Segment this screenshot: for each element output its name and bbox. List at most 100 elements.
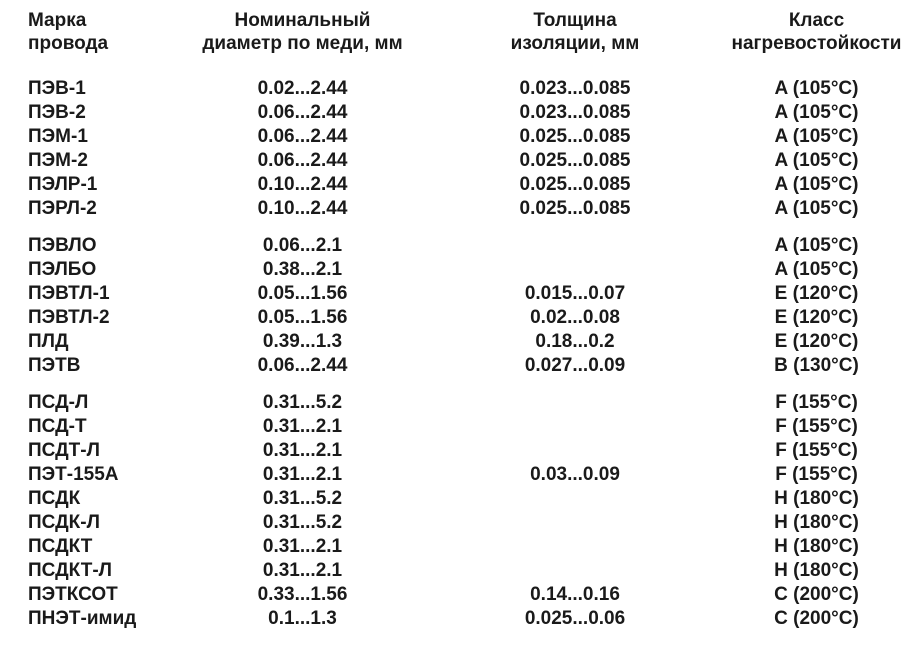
cell-nominal-diameter: 0.38...2.1 <box>262 259 343 280</box>
cell-nominal-diameter: 0.10...2.44 <box>257 174 348 195</box>
header-line: нагревостойкости <box>731 33 902 54</box>
cell-insulation-thickness: 0.027...0.09 <box>524 355 626 376</box>
header-line: диаметр по меди, мм <box>202 33 403 54</box>
header-line: Номинальный <box>234 10 371 31</box>
cell-nominal-diameter: 0.10...2.44 <box>257 198 348 219</box>
cell-wire-brand: ПЛД <box>28 331 69 352</box>
table-row: ПЭВЛО 0.06...2.1 A (105°C) <box>0 234 908 258</box>
cell-insulation-thickness <box>425 535 725 559</box>
cell-insulation-thickness: 0.14...0.16 <box>530 584 620 605</box>
cell-insulation-thickness <box>425 234 725 258</box>
cell-heat-class: E (120°C) <box>774 331 859 352</box>
table-row: ПСД-Л 0.31...5.2 F (155°C) <box>0 391 908 415</box>
cell-insulation-thickness: 0.025...0.085 <box>519 150 631 171</box>
cell-nominal-diameter: 0.31...2.1 <box>262 440 343 461</box>
cell-heat-class: H (180°C) <box>774 488 859 509</box>
table-row: ПЭВТЛ-2 0.05...1.56 0.02...0.08 E (120°C) <box>0 306 908 330</box>
cell-insulation-thickness: 0.025...0.06 <box>524 608 626 629</box>
cell-wire-brand: ПЭЛР-1 <box>28 174 98 195</box>
cell-heat-class: E (120°C) <box>774 283 859 304</box>
cell-nominal-diameter: 0.06...2.44 <box>257 102 348 123</box>
table-row: ПЭВ-2 0.06...2.44 0.023...0.085 A (105°C) <box>0 101 908 125</box>
cell-insulation-thickness: 0.015...0.07 <box>524 283 626 304</box>
cell-insulation-thickness <box>425 258 725 282</box>
cell-nominal-diameter: 0.05...1.56 <box>257 283 348 304</box>
table-body: ПЭВ-1 0.02...2.44 0.023...0.085 A (105°C) ПЭ… <box>0 77 908 631</box>
wire-specs-table: Марка провода Номинальный диаметр по мед… <box>0 0 908 631</box>
cell-heat-class: E (120°C) <box>774 307 859 328</box>
cell-nominal-diameter: 0.31...5.2 <box>262 392 343 413</box>
column-header-nominal-diameter: Номинальный диаметр по меди, мм <box>180 9 425 55</box>
cell-nominal-diameter: 0.31...2.1 <box>262 464 343 485</box>
cell-wire-brand: ПСД-Т <box>28 416 87 437</box>
cell-nominal-diameter: 0.31...2.1 <box>262 560 343 581</box>
table-row: ПЭМ-1 0.06...2.44 0.025...0.085 A (105°C) <box>0 125 908 149</box>
cell-heat-class: A (105°C) <box>774 259 859 280</box>
cell-nominal-diameter: 0.31...2.1 <box>262 416 343 437</box>
cell-wire-brand: ПСДК-Л <box>28 512 100 533</box>
cell-insulation-thickness: 0.023...0.085 <box>519 102 631 123</box>
cell-heat-class: H (180°C) <box>774 512 859 533</box>
table-row: ПЛД 0.39...1.3 0.18...0.2 E (120°C) <box>0 330 908 354</box>
table-row: ПНЭТ-имид 0.1...1.3 0.025...0.06 C (200°C) <box>0 607 908 631</box>
cell-heat-class: A (105°C) <box>774 78 859 99</box>
cell-wire-brand: ПЭРЛ-2 <box>28 198 97 219</box>
cell-insulation-thickness <box>425 415 725 439</box>
cell-wire-brand: ПСД-Л <box>28 392 89 413</box>
cell-wire-brand: ПСДКТ-Л <box>28 560 112 581</box>
header-line: Марка <box>28 10 87 31</box>
header-line: Класс <box>788 10 845 31</box>
table-row: ПСД-Т 0.31...2.1 F (155°C) <box>0 415 908 439</box>
cell-nominal-diameter: 0.31...2.1 <box>262 536 343 557</box>
cell-heat-class: A (105°C) <box>774 235 859 256</box>
cell-nominal-diameter: 0.31...5.2 <box>262 512 343 533</box>
cell-insulation-thickness: 0.02...0.08 <box>530 307 620 328</box>
cell-heat-class: A (105°C) <box>774 150 859 171</box>
cell-heat-class: F (155°C) <box>775 464 858 485</box>
table-header-row: Марка провода Номинальный диаметр по мед… <box>0 0 908 55</box>
table-row: ПСДКТ-Л 0.31...2.1 H (180°C) <box>0 559 908 583</box>
table-row: ПЭМ-2 0.06...2.44 0.025...0.085 A (105°C) <box>0 149 908 173</box>
cell-nominal-diameter: 0.1...1.3 <box>268 608 337 629</box>
cell-wire-brand: ПЭТ-155А <box>28 464 119 485</box>
cell-wire-brand: ПСДТ-Л <box>28 440 100 461</box>
table-row: ПСДКТ 0.31...2.1 H (180°C) <box>0 535 908 559</box>
row-group: ПЭВ-1 0.02...2.44 0.023...0.085 A (105°C) ПЭ… <box>0 77 908 221</box>
cell-heat-class: A (105°C) <box>774 102 859 123</box>
cell-nominal-diameter: 0.06...2.44 <box>257 355 348 376</box>
table-row: ПЭТВ 0.06...2.44 0.027...0.09 B (130°C) <box>0 354 908 378</box>
table-row: ПСДК-Л 0.31...5.2 H (180°C) <box>0 511 908 535</box>
cell-insulation-thickness: 0.18...0.2 <box>535 331 615 352</box>
cell-insulation-thickness <box>425 559 725 583</box>
cell-heat-class: F (155°C) <box>775 440 858 461</box>
cell-heat-class: C (200°C) <box>774 608 859 629</box>
cell-insulation-thickness <box>425 391 725 415</box>
cell-insulation-thickness: 0.025...0.085 <box>519 198 631 219</box>
cell-heat-class: C (200°C) <box>774 584 859 605</box>
cell-wire-brand: ПЭТКСОТ <box>28 584 118 605</box>
cell-nominal-diameter: 0.31...5.2 <box>262 488 343 509</box>
cell-insulation-thickness: 0.03...0.09 <box>530 464 620 485</box>
table-row: ПЭЛР-1 0.10...2.44 0.025...0.085 A (105°C) <box>0 173 908 197</box>
header-line: Толщина <box>533 10 617 31</box>
cell-nominal-diameter: 0.06...2.44 <box>257 126 348 147</box>
table-row: ПСДК 0.31...5.2 H (180°C) <box>0 487 908 511</box>
cell-wire-brand: ПЭВТЛ-2 <box>28 307 110 328</box>
cell-wire-brand: ПЭМ-1 <box>28 126 88 147</box>
header-line: провода <box>28 33 109 54</box>
cell-insulation-thickness: 0.023...0.085 <box>519 78 631 99</box>
row-group: ПСД-Л 0.31...5.2 F (155°C) ПСД-Т 0.31...2.1 F… <box>0 391 908 631</box>
cell-heat-class: A (105°C) <box>774 126 859 147</box>
cell-wire-brand: ПЭВЛО <box>28 235 97 256</box>
cell-insulation-thickness <box>425 511 725 535</box>
row-group: ПЭВЛО 0.06...2.1 A (105°C) ПЭЛБО 0.38...2.1 A… <box>0 234 908 378</box>
cell-nominal-diameter: 0.06...2.44 <box>257 150 348 171</box>
column-header-heat-class: Класс нагревостойкости <box>725 9 908 55</box>
cell-insulation-thickness <box>425 487 725 511</box>
cell-heat-class: H (180°C) <box>774 560 859 581</box>
table-row: ПЭВ-1 0.02...2.44 0.023...0.085 A (105°C) <box>0 77 908 101</box>
cell-wire-brand: ПСДК <box>28 488 81 509</box>
table-row: ПЭЛБО 0.38...2.1 A (105°C) <box>0 258 908 282</box>
cell-heat-class: A (105°C) <box>774 198 859 219</box>
cell-wire-brand: ПЭВ-2 <box>28 102 86 123</box>
